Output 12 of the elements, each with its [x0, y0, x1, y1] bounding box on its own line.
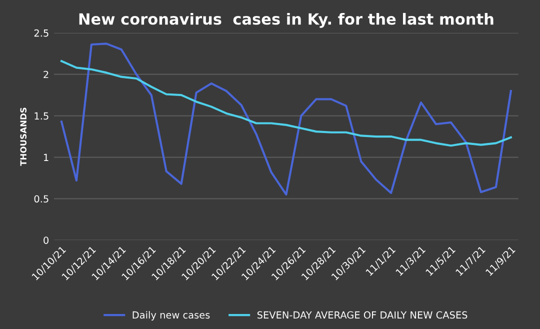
legend-label: SEVEN-DAY AVERAGE OF DAILY NEW CASES [257, 311, 468, 319]
y-axis-title: THOUSANDS [20, 108, 27, 166]
y-tick-label: 2.5 [34, 29, 48, 37]
y-tick-label: 0 [44, 236, 48, 244]
y-tick-label: 0.5 [34, 195, 48, 203]
line-series [60, 42, 512, 196]
y-tick-label: 2 [44, 70, 48, 78]
line-series [60, 60, 512, 147]
y-tick-label: 1.5 [34, 112, 48, 120]
legend-label: Daily new cases [132, 311, 210, 321]
y-tick-label: 1 [44, 154, 48, 161]
chart-title: New coronavirus cases in Ky. for the last month [79, 12, 494, 28]
